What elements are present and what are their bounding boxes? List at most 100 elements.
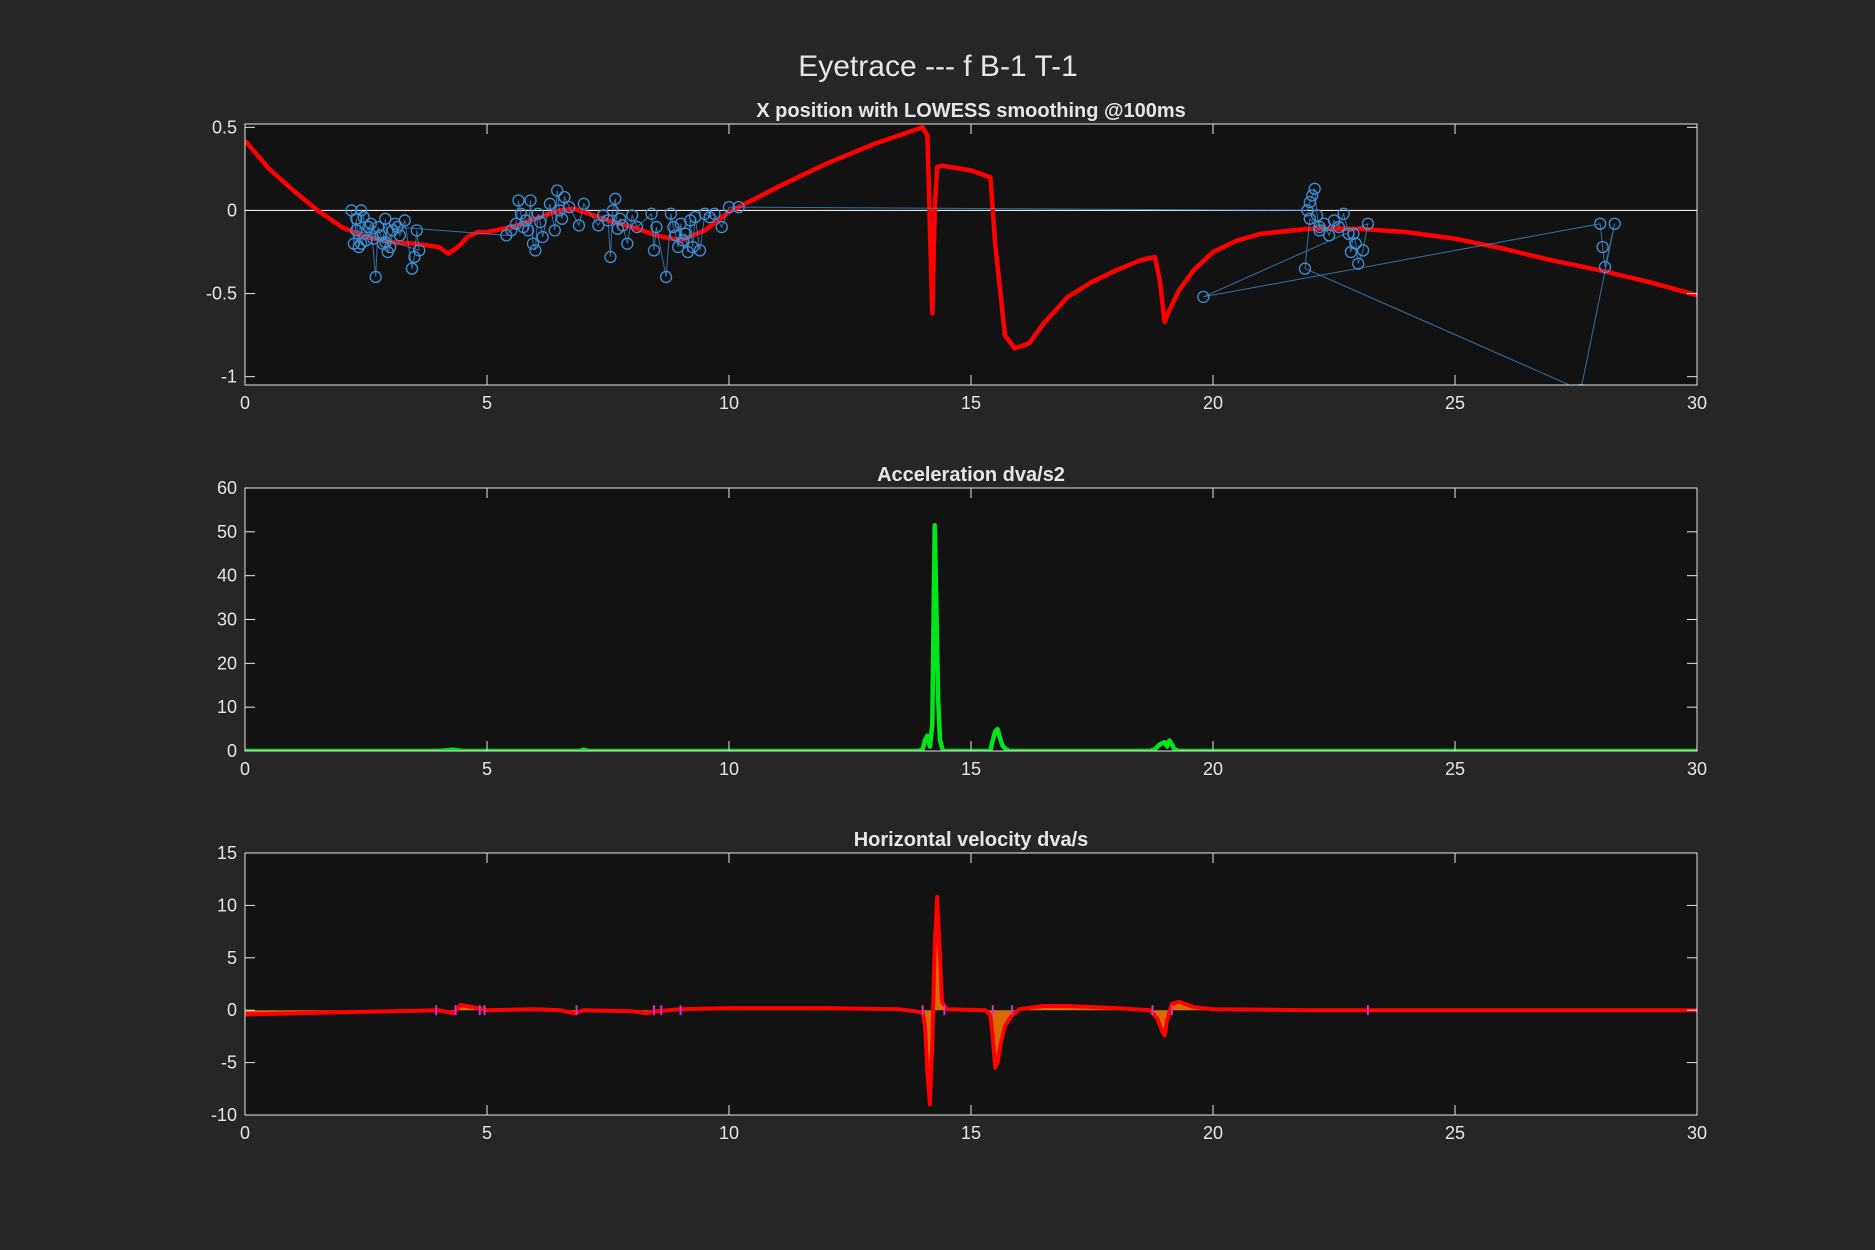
- acceleration-x-tick-label: 20: [1203, 759, 1223, 779]
- position-y-tick-label: -0.5: [206, 284, 237, 304]
- position-raw-point: [364, 217, 377, 230]
- velocity-x-tick-label: 5: [482, 1123, 492, 1143]
- position-y-tick-label: 0.5: [212, 117, 237, 137]
- position-raw-point: [572, 219, 586, 232]
- acceleration-y-tick-label: 10: [217, 697, 237, 717]
- position-x-tick-label: 0: [240, 393, 250, 413]
- position-raw-point: [1298, 262, 1312, 275]
- position-raw-point: [369, 270, 382, 284]
- acceleration-y-tick-label: 30: [217, 610, 237, 630]
- position-raw-point: [1313, 224, 1326, 237]
- acceleration-x-tick-label: 25: [1445, 759, 1465, 779]
- position-raw-point: [577, 197, 590, 210]
- position-raw-point: [1197, 290, 1210, 304]
- acceleration-x-tick-label: 10: [719, 759, 739, 779]
- acceleration-y-tick-label: 20: [217, 653, 237, 673]
- position-raw-point: [1303, 212, 1316, 225]
- acceleration-axes-background: [245, 488, 1697, 751]
- position-series-line: [245, 125, 1697, 351]
- position-raw-point: [1598, 260, 1612, 274]
- position-raw-point: [1332, 220, 1345, 234]
- velocity-y-tick-label: -10: [211, 1105, 237, 1125]
- acceleration-x-tick-label: 5: [482, 759, 492, 779]
- position-raw-point: [367, 232, 380, 245]
- position-raw-point: [1337, 207, 1350, 220]
- position-raw-point: [379, 212, 392, 225]
- acceleration-x-tick-label: 0: [240, 759, 250, 779]
- position-raw-point: [659, 270, 673, 284]
- position-panel: 0 5 10 15 20 25 30 -1 -0.5 0 0.5 X position with LO…: [206, 100, 1707, 413]
- position-raw-point: [1306, 189, 1319, 202]
- position-raw-point: [1577, 383, 1585, 385]
- position-raw-point: [521, 224, 535, 237]
- panels: 0 5 10 15 20 25 30 -1 -0.5 0 0.5 X position with LO…: [206, 100, 1707, 1143]
- velocity-axes-background: [245, 853, 1697, 1115]
- position-raw-point: [647, 244, 661, 257]
- position-raw-markers: [345, 182, 1621, 385]
- position-raw-point: [1356, 244, 1370, 257]
- position-plot-area: [245, 125, 1697, 385]
- position-x-tick-label: 30: [1687, 393, 1707, 413]
- position-raw-point: [667, 220, 680, 234]
- position-raw-point: [543, 197, 557, 210]
- position-y-tick-label: 0: [227, 200, 237, 220]
- position-raw-point: [391, 220, 404, 234]
- position-raw-point: [529, 244, 542, 257]
- position-raw-point: [1608, 217, 1621, 230]
- position-raw-point: [626, 209, 639, 222]
- velocity-y-tick-label: -5: [221, 1053, 237, 1073]
- position-raw-point: [398, 214, 411, 227]
- position-raw-point: [606, 204, 619, 217]
- position-raw-point: [1596, 240, 1609, 254]
- position-raw-point: [592, 219, 605, 232]
- velocity-x-tick-label: 15: [961, 1123, 981, 1143]
- position-axes-background: [245, 124, 1697, 385]
- position-raw-point: [531, 207, 544, 220]
- position-raw-point: [405, 262, 419, 275]
- position-panel-title: X position with LOWESS smoothing @100ms: [756, 100, 1186, 122]
- position-raw-point: [715, 220, 728, 234]
- velocity-y-tick-label: 10: [217, 895, 237, 915]
- position-raw-point: [1594, 217, 1607, 230]
- position-raw-point: [524, 194, 537, 207]
- position-x-tick-label: 5: [482, 393, 492, 413]
- position-raw-point: [393, 229, 407, 242]
- position-raw-point: [613, 212, 627, 225]
- velocity-plot-area: [245, 895, 1697, 1107]
- velocity-y-tick-label: 5: [227, 948, 237, 968]
- position-x-tick-label: 25: [1445, 393, 1465, 413]
- position-raw-point: [708, 207, 721, 220]
- position-raw-point: [616, 219, 629, 232]
- position-raw-point: [548, 224, 561, 237]
- velocity-panel-title: Horizontal velocity dva/s: [854, 829, 1089, 851]
- position-raw-point: [645, 207, 658, 220]
- figure-title: Eyetrace --- f B-1 T-1: [798, 50, 1078, 83]
- position-raw-point: [371, 220, 385, 234]
- position-raw-point: [355, 237, 368, 250]
- position-raw-point: [650, 220, 663, 234]
- acceleration-panel: 0 5 10 15 20 25 30 0 10 20 30 40 50 60 Acceleration dv…: [217, 464, 1707, 779]
- position-raw-point: [676, 234, 690, 247]
- acceleration-y-tick-label: 40: [217, 566, 237, 586]
- position-x-tick-label: 20: [1203, 393, 1223, 413]
- acceleration-y-tick-label: 0: [227, 741, 237, 761]
- position-raw-point: [534, 215, 547, 229]
- position-raw-point: [563, 200, 576, 214]
- acceleration-y-tick-label: 50: [217, 522, 237, 542]
- acceleration-y-tick-label: 60: [217, 478, 237, 498]
- position-raw-point: [1342, 227, 1355, 240]
- position-raw-point: [1303, 195, 1316, 209]
- position-raw-point: [1323, 229, 1336, 242]
- position-raw-point: [664, 207, 678, 220]
- position-raw-point: [558, 190, 571, 204]
- position-raw-point: [686, 240, 699, 254]
- position-raw-point: [551, 184, 564, 197]
- position-raw-point: [679, 227, 692, 240]
- position-raw-point: [722, 200, 736, 214]
- velocity-panel: 0 5 10 15 20 25 30 -10 -5 0 5 10 15 Horizontal veloci…: [211, 829, 1707, 1143]
- velocity-x-tick-label: 30: [1687, 1123, 1707, 1143]
- position-raw-point: [604, 250, 617, 264]
- velocity-y-tick-label: 15: [217, 843, 237, 863]
- position-raw-point: [355, 204, 368, 217]
